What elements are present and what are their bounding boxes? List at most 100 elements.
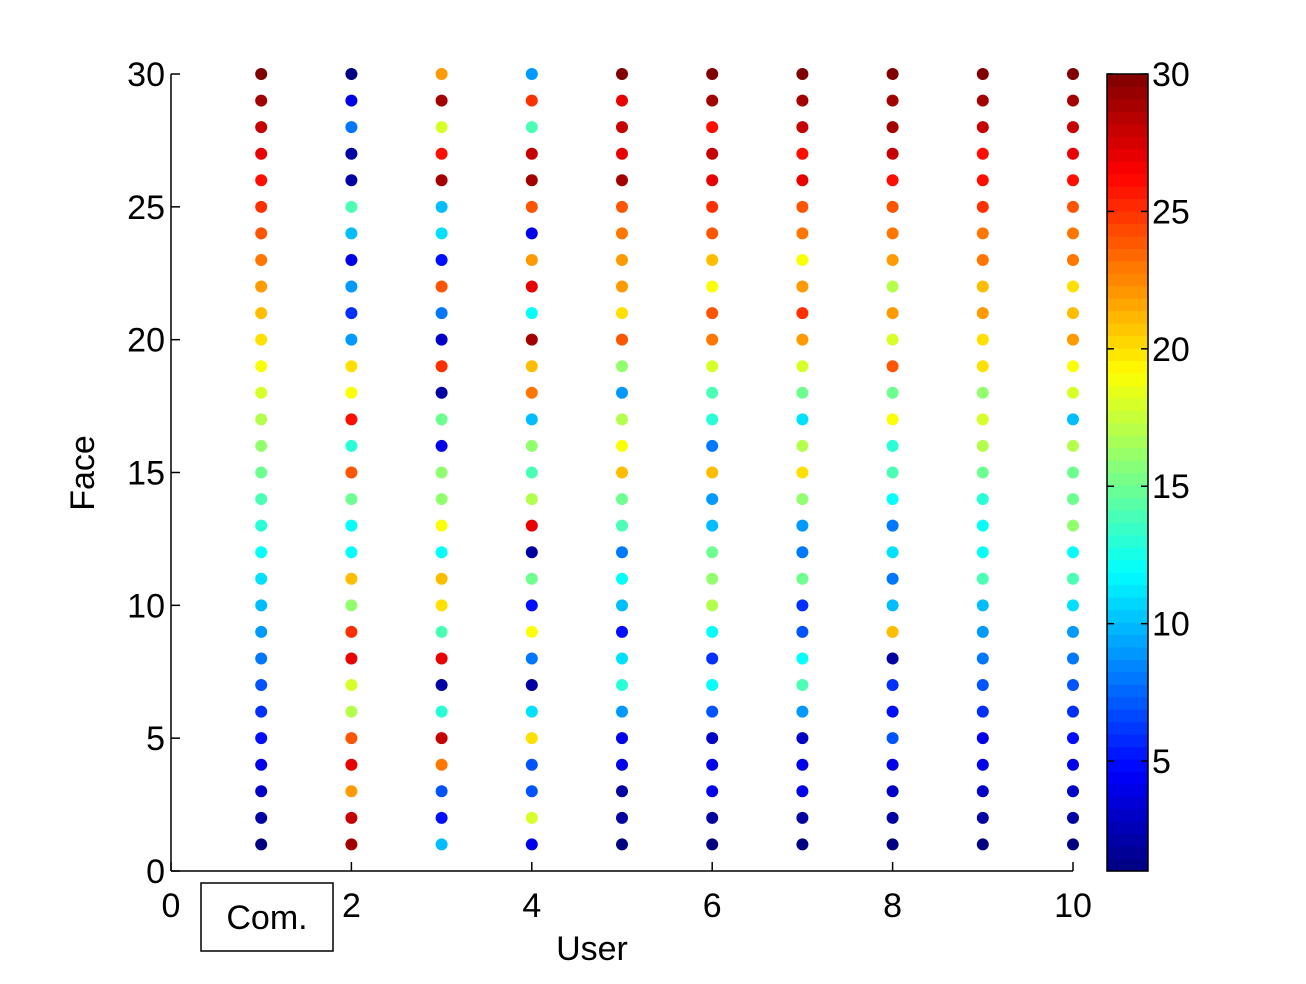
point [886,732,899,745]
point [796,413,809,426]
colorbar-cell [1107,310,1148,324]
point [255,838,268,851]
point [706,360,719,373]
point [255,519,268,532]
point [796,360,809,373]
point [435,466,448,479]
point [525,466,538,479]
point [345,147,358,160]
point [345,599,358,612]
point [1067,200,1079,213]
colorbar-cell [1107,410,1148,424]
point [706,147,719,160]
colorbar-cell [1107,347,1148,362]
point [1067,439,1079,452]
point [976,280,989,293]
colorbar-cell [1107,111,1148,125]
point [616,386,628,399]
point [525,174,538,187]
point [435,493,448,506]
point [345,466,358,479]
x-tick-label: 2 [342,887,361,925]
point [1067,147,1079,160]
point [345,121,358,134]
point [255,360,268,373]
point [345,94,358,107]
point [435,307,448,320]
point [525,200,538,213]
point [255,333,268,346]
point [886,68,899,80]
point [345,493,358,506]
point [886,253,899,266]
point [525,493,538,506]
point [886,121,899,134]
point [345,732,358,745]
colorbar-cell [1107,484,1148,499]
point [886,785,899,798]
colorbar-cell [1107,360,1148,374]
colorbar-tick-label: 15 [1152,468,1190,506]
point [976,174,989,187]
colorbar-cell [1107,597,1148,611]
point [345,280,358,293]
point [616,625,628,638]
point [345,360,358,373]
point [796,68,809,80]
point [706,599,719,612]
point [616,732,628,745]
colorbar-cell [1107,123,1148,137]
point [796,785,809,798]
colorbar-cell [1107,385,1148,399]
point [886,572,899,585]
point [1067,280,1079,293]
point [255,307,268,320]
colorbar-cell [1107,372,1148,386]
point [796,200,809,213]
point [976,307,989,320]
y-tick-label: 0 [146,853,165,891]
colorbar-cell [1107,734,1148,748]
point [525,68,538,80]
colorbar-cell [1107,547,1148,561]
point [796,758,809,771]
point [706,68,719,80]
colorbar-cell [1107,186,1148,200]
colorbar-tick-label: 10 [1152,606,1190,644]
y-tick-label: 25 [127,189,165,227]
point [616,546,628,559]
point [706,679,719,692]
point [345,200,358,213]
colorbar-cell [1107,858,1148,872]
point [616,785,628,798]
point [435,705,448,718]
point [255,758,268,771]
point [1067,493,1079,506]
point [525,732,538,745]
point [525,307,538,320]
point [976,625,989,638]
point [796,493,809,506]
point [886,360,899,373]
point [1067,625,1079,638]
point [976,599,989,612]
point [706,386,719,399]
x-tick-label: 8 [883,887,902,925]
point [1067,360,1079,373]
point [796,307,809,320]
point [796,652,809,665]
colorbar-cell [1107,646,1148,660]
point [345,758,358,771]
point [525,572,538,585]
point [796,519,809,532]
point [976,386,989,399]
point [1067,333,1079,346]
point [976,360,989,373]
colorbar-cell [1107,522,1148,536]
point [525,386,538,399]
point [255,94,268,107]
colorbar-cell [1107,783,1148,797]
point [525,227,538,240]
